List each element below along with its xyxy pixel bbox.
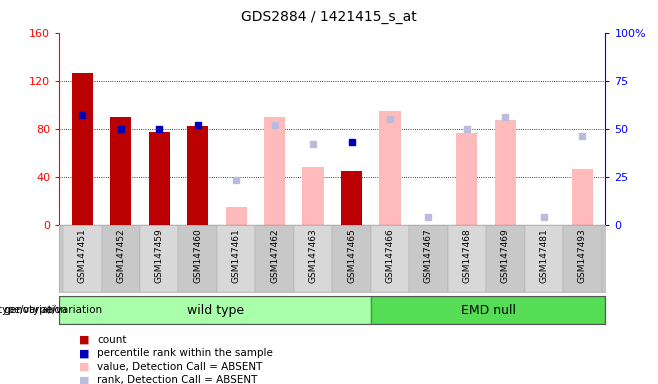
Text: GSM147462: GSM147462 — [270, 228, 279, 283]
Text: ■: ■ — [79, 362, 89, 372]
Bar — [226, 207, 247, 225]
Bar — [371, 296, 605, 324]
Text: genotype/variation: genotype/variation — [3, 305, 103, 315]
Bar — [572, 169, 593, 225]
Bar — [457, 134, 478, 225]
Bar — [110, 117, 132, 225]
Text: GSM147467: GSM147467 — [424, 228, 433, 283]
Bar — [264, 117, 285, 225]
Bar — [59, 296, 371, 324]
Text: genotype/variation: genotype/variation — [0, 305, 67, 315]
Text: ■: ■ — [79, 335, 89, 345]
Text: GDS2884 / 1421415_s_at: GDS2884 / 1421415_s_at — [241, 10, 417, 23]
Text: GSM147493: GSM147493 — [578, 228, 587, 283]
Text: GSM147465: GSM147465 — [347, 228, 356, 283]
Bar — [294, 225, 332, 292]
Text: GSM147451: GSM147451 — [78, 228, 87, 283]
Text: rank, Detection Call = ABSENT: rank, Detection Call = ABSENT — [97, 375, 258, 384]
Bar — [524, 225, 563, 292]
Text: GSM147463: GSM147463 — [309, 228, 318, 283]
Text: value, Detection Call = ABSENT: value, Detection Call = ABSENT — [97, 362, 263, 372]
Text: percentile rank within the sample: percentile rank within the sample — [97, 348, 273, 358]
Text: ■: ■ — [79, 348, 89, 358]
Text: GSM147452: GSM147452 — [116, 228, 125, 283]
Text: GSM147481: GSM147481 — [540, 228, 548, 283]
Text: GSM147460: GSM147460 — [193, 228, 202, 283]
Text: GSM147469: GSM147469 — [501, 228, 510, 283]
Text: ■: ■ — [79, 375, 89, 384]
Bar — [447, 225, 486, 292]
Bar — [380, 111, 401, 225]
Bar — [255, 225, 294, 292]
Text: wild type: wild type — [187, 304, 244, 316]
Text: count: count — [97, 335, 127, 345]
Text: GSM147468: GSM147468 — [463, 228, 471, 283]
Text: GSM147461: GSM147461 — [232, 228, 241, 283]
Bar — [370, 225, 409, 292]
Bar — [178, 225, 217, 292]
Bar — [486, 225, 524, 292]
Text: EMD null: EMD null — [461, 304, 516, 316]
Bar — [495, 120, 516, 225]
Bar — [72, 73, 93, 225]
Text: GSM147459: GSM147459 — [155, 228, 164, 283]
Bar — [303, 167, 324, 225]
Bar — [332, 225, 370, 292]
Bar — [140, 225, 178, 292]
Bar — [341, 170, 362, 225]
Bar — [409, 225, 447, 292]
Bar — [149, 132, 170, 225]
Bar — [563, 225, 601, 292]
Bar — [63, 225, 101, 292]
Text: GSM147466: GSM147466 — [386, 228, 395, 283]
Bar — [101, 225, 140, 292]
Bar — [187, 126, 208, 225]
Bar — [217, 225, 255, 292]
